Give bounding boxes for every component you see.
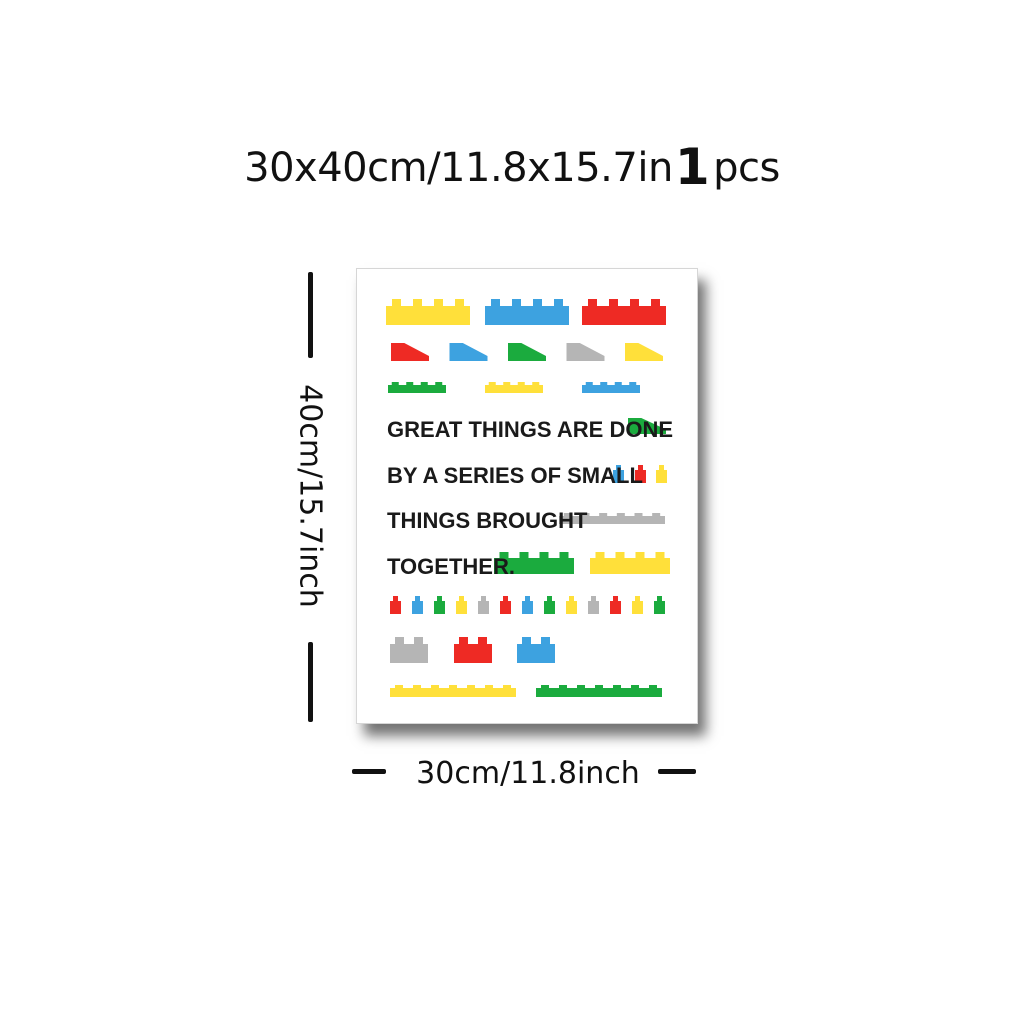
height-bar-bottom (308, 642, 313, 722)
height-label: 40cm/15.7inch (292, 384, 328, 608)
poster: GREAT THINGS ARE DONE BY A SERIES OF SMA… (356, 268, 698, 724)
blue-small-brick (412, 596, 423, 614)
quote-line-1: GREAT THINGS ARE DONE (387, 417, 673, 442)
size-headline: 30x40cm/11.8x15.7in1 pcs (0, 138, 1024, 196)
red-stud-brick (635, 465, 646, 483)
height-bar-top (308, 272, 313, 358)
quote-line-2: BY A SERIES OF SMALL (387, 463, 643, 488)
height-dimension: 40cm/15.7inch (286, 270, 334, 722)
blue-stud-brick (613, 465, 624, 483)
green-plate (388, 382, 446, 393)
width-label: 30cm/11.8inch (416, 756, 640, 791)
yellow-plate (485, 382, 543, 393)
quote-line-3: THINGS BROUGHT (387, 508, 588, 533)
size-text: 30x40cm/11.8x15.7in (244, 145, 673, 191)
green-slope (508, 343, 546, 361)
blue-small-brick (522, 596, 533, 614)
green-slope (628, 418, 666, 434)
lego-bricks (386, 299, 670, 697)
green-small-brick (544, 596, 555, 614)
red-slope (391, 343, 429, 361)
width-bar-right (658, 769, 696, 774)
red-brick (582, 299, 666, 325)
blue-plate (582, 382, 640, 393)
poster-artwork: GREAT THINGS ARE DONE BY A SERIES OF SMA… (386, 299, 673, 697)
blue-brick (517, 637, 555, 663)
gray-small-brick (478, 596, 489, 614)
gray-slope (566, 343, 605, 361)
red-small-brick (500, 596, 511, 614)
quantity-unit: pcs (713, 145, 780, 191)
blue-brick (485, 299, 569, 325)
quantity-number: 1 (674, 138, 710, 196)
quote-block: GREAT THINGS ARE DONE BY A SERIES OF SMA… (387, 417, 673, 579)
gray-brick (390, 637, 428, 663)
width-bar-left (352, 769, 386, 774)
red-brick (454, 637, 492, 663)
yellow-slope (625, 343, 663, 361)
yellow-brick (590, 552, 670, 574)
red-small-brick (390, 596, 401, 614)
red-small-brick (610, 596, 621, 614)
quote-line-4: TOGETHER. (387, 554, 515, 579)
yellow-small-brick (456, 596, 467, 614)
gray-plate (559, 513, 665, 524)
green-brick (494, 552, 574, 574)
yellow-stud-brick (656, 465, 667, 483)
yellow-plate (390, 685, 516, 697)
green-plate (536, 685, 662, 697)
yellow-small-brick (566, 596, 577, 614)
gray-small-brick (588, 596, 599, 614)
green-small-brick (434, 596, 445, 614)
yellow-brick (386, 299, 470, 325)
yellow-small-brick (632, 596, 643, 614)
width-dimension: 30cm/11.8inch (352, 756, 696, 791)
blue-slope (449, 343, 488, 361)
green-small-brick (654, 596, 665, 614)
